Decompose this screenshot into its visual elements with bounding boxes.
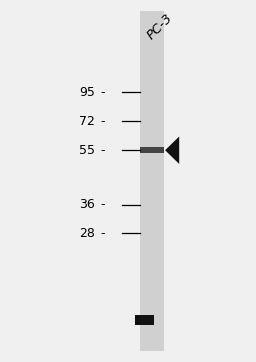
Text: 36: 36 xyxy=(79,198,95,211)
Text: 95: 95 xyxy=(79,86,95,99)
Bar xyxy=(140,147,164,153)
Text: -: - xyxy=(97,227,106,240)
Bar xyxy=(135,315,154,325)
Polygon shape xyxy=(165,136,179,164)
Text: -: - xyxy=(97,86,106,99)
Text: PC-3: PC-3 xyxy=(144,11,175,42)
Text: 28: 28 xyxy=(79,227,95,240)
Bar xyxy=(140,11,164,351)
Text: 55: 55 xyxy=(79,144,95,157)
Text: 72: 72 xyxy=(79,115,95,128)
Text: -: - xyxy=(97,198,106,211)
Text: -: - xyxy=(97,144,106,157)
Text: -: - xyxy=(97,115,106,128)
